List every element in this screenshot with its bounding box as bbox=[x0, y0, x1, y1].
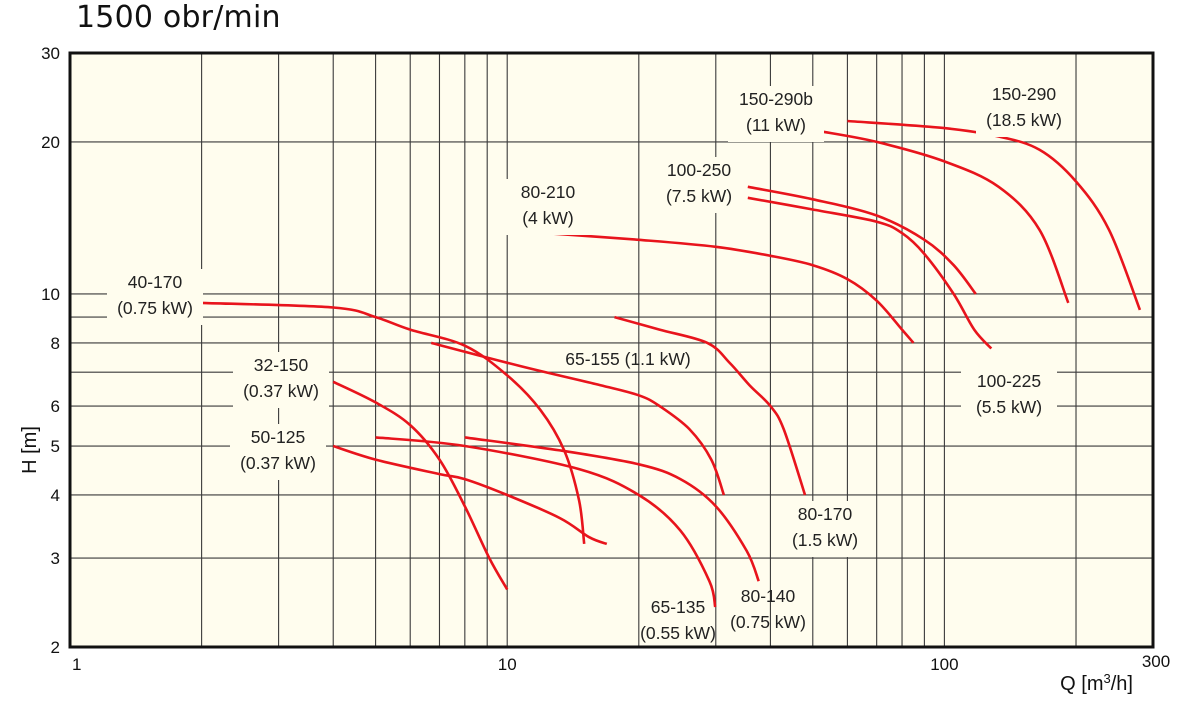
x-tick-label: 300 bbox=[1142, 652, 1170, 671]
curve-label-80-140: 80-140 (0.75 kW) bbox=[730, 586, 806, 632]
curve-label-65-155: 65-155 (1.1 kW) bbox=[565, 349, 690, 369]
curve-label-65-135: 65-135 (0.55 kW) bbox=[640, 597, 716, 643]
curve-label-name: 40-170 bbox=[128, 272, 183, 292]
curve-label-power: (1.5 kW) bbox=[792, 530, 858, 550]
curve-label-80-210: 80-210 (4 kW) bbox=[500, 179, 596, 235]
curve-label-name: 150-290b bbox=[739, 89, 813, 109]
curve-label-name: 80-140 bbox=[741, 586, 796, 606]
curve-80-170 bbox=[614, 315, 807, 496]
y-tick-label: 10 bbox=[41, 285, 60, 304]
y-tick-label: 20 bbox=[41, 133, 60, 152]
curve-label-150-290: 150-290 (18.5 kW) bbox=[976, 81, 1072, 137]
curve-label-power: (0.37 kW) bbox=[240, 453, 316, 473]
curve-label-power: (18.5 kW) bbox=[986, 110, 1062, 130]
curve-label-power: (5.5 kW) bbox=[976, 397, 1042, 417]
x-tick-label: 100 bbox=[930, 655, 958, 674]
y-tick-label: 6 bbox=[51, 397, 60, 416]
curve-label-name: 100-250 bbox=[667, 160, 731, 180]
curve-label-name: 50-125 bbox=[251, 427, 306, 447]
curve-label-power: (0.37 kW) bbox=[243, 381, 319, 401]
x-tick-labels: 1 10 100 300 bbox=[72, 652, 1170, 674]
curve-label-name: 32-150 bbox=[254, 355, 309, 375]
y-tick-label: 8 bbox=[51, 334, 60, 353]
curve-label-power: (0.75 kW) bbox=[117, 298, 193, 318]
curve-label-32-150: 32-150 (0.37 kW) bbox=[233, 352, 329, 408]
curve-label-100-250: 100-250 (7.5 kW) bbox=[651, 157, 747, 213]
curve-label-name: 80-170 bbox=[798, 504, 853, 524]
curve-150-290 bbox=[847, 119, 1142, 311]
curve-label-power: (0.55 kW) bbox=[640, 623, 716, 643]
curve-label-80-170: 80-170 (1.5 kW) bbox=[777, 501, 873, 557]
curve-label-100-225: 100-225 (5.5 kW) bbox=[961, 368, 1057, 424]
label-background bbox=[230, 424, 326, 480]
curve-80-140 bbox=[464, 436, 760, 582]
y-tick-labels: 30 20 10 8 6 5 4 3 2 bbox=[41, 44, 60, 657]
curve-label-name: 80-210 bbox=[521, 182, 576, 202]
curve-100-250 bbox=[747, 185, 977, 295]
y-tick-label: 4 bbox=[51, 486, 60, 505]
label-background bbox=[777, 501, 873, 557]
y-tick-label: 5 bbox=[51, 437, 60, 456]
label-background bbox=[976, 81, 1072, 137]
curve-40-170 bbox=[201, 301, 586, 545]
curve-label-name: 100-225 bbox=[977, 371, 1041, 391]
label-background bbox=[233, 352, 329, 408]
y-tick-label: 30 bbox=[41, 44, 60, 63]
curve-65-135 bbox=[375, 436, 717, 608]
label-background bbox=[500, 179, 596, 235]
curves bbox=[201, 119, 1142, 608]
y-axis-label: H [m] bbox=[19, 426, 41, 474]
x-axis-label: Q [m3/h] bbox=[1060, 671, 1133, 695]
y-tick-label: 2 bbox=[51, 638, 60, 657]
curve-80-210 bbox=[544, 231, 915, 344]
curve-150-290b bbox=[819, 129, 1070, 304]
curve-label-power: (11 kW) bbox=[746, 115, 806, 135]
curve-32-150 bbox=[332, 380, 509, 591]
chart-title: 1500 obr/min bbox=[76, 0, 281, 35]
plot-area bbox=[70, 53, 1153, 647]
curve-label-150-290b: 150-290b (11 kW) bbox=[728, 86, 824, 142]
curve-label-text: 65-155 (1.1 kW) bbox=[565, 349, 690, 369]
y-tick-label: 3 bbox=[51, 549, 60, 568]
curve-label-power: (7.5 kW) bbox=[666, 186, 732, 206]
curve-100-225 bbox=[747, 196, 993, 350]
label-background bbox=[728, 86, 824, 142]
x-tick-label: 1 bbox=[72, 655, 81, 674]
curve-label-power: (4 kW) bbox=[522, 208, 574, 228]
label-background bbox=[107, 269, 203, 325]
curve-65-155 bbox=[430, 341, 726, 496]
label-background bbox=[961, 368, 1057, 424]
label-background bbox=[651, 157, 747, 213]
curve-label-name: 150-290 bbox=[992, 84, 1056, 104]
x-tick-label: 10 bbox=[498, 655, 517, 674]
curve-label-name: 65-135 bbox=[651, 597, 706, 617]
curve-50-125 bbox=[332, 444, 608, 546]
curve-label-power: (0.75 kW) bbox=[730, 612, 806, 632]
curve-labels: 40-170 (0.75 kW) 32-150 (0.37 kW) 50-125 (0.3… bbox=[107, 81, 1072, 643]
curve-label-50-125: 50-125 (0.37 kW) bbox=[230, 424, 326, 480]
plot-frame bbox=[68, 51, 1155, 649]
curve-label-40-170: 40-170 (0.75 kW) bbox=[107, 269, 203, 325]
